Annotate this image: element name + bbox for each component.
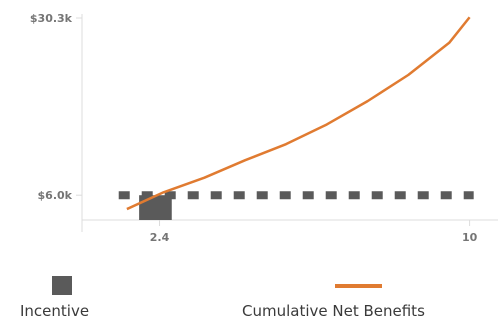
legend-swatch-cumulative-net-benefits xyxy=(335,284,382,288)
legend-swatch-incentive xyxy=(52,276,72,295)
incentive-bar xyxy=(139,195,172,220)
cumulative-net-benefits-line xyxy=(126,16,471,211)
y-ticks: $6.0k $30.3k xyxy=(30,12,82,202)
legend-label-cumulative-net-benefits: Cumulative Net Benefits xyxy=(242,302,425,320)
net-benefit-lines xyxy=(126,16,471,211)
x-tick-label: 10 xyxy=(462,231,478,244)
legend-label-incentive: Incentive xyxy=(20,302,90,320)
y-tick-label: $6.0k xyxy=(38,189,73,202)
x-ticks: 2.4 10 xyxy=(150,220,478,244)
incentive-bars xyxy=(139,195,172,220)
x-tick-label: 2.4 xyxy=(150,231,170,244)
y-tick-label: $30.3k xyxy=(30,12,73,25)
